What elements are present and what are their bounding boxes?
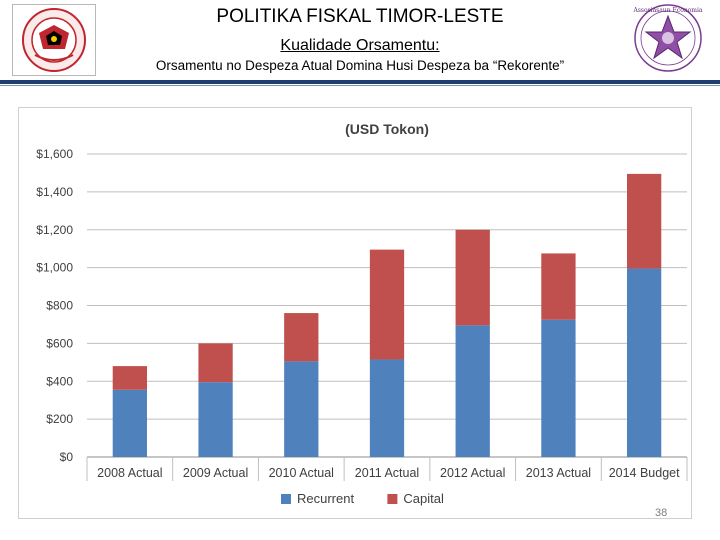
y-tick-label: $1,200	[36, 223, 73, 237]
bar-capital	[369, 249, 405, 360]
y-tick-label: $1,000	[36, 261, 73, 275]
x-tick-label: 2012 Actual	[440, 466, 505, 480]
header-divider-thin	[0, 85, 720, 86]
emblem-lettering: Assosiasaun Economia	[633, 7, 703, 14]
bar-recurrent	[284, 361, 319, 457]
bar-recurrent	[198, 382, 233, 457]
page-subtitle: Kualidade Orsamentu:	[280, 37, 440, 54]
association-emblem-logo: Assosiasaun Economia	[632, 2, 704, 74]
y-tick-label: $0	[60, 450, 74, 464]
bar-recurrent	[369, 359, 405, 457]
header-divider	[0, 80, 720, 84]
chart-frame: (USD Tokon) $0 $200 $400 $600 $800 $1,000 $1,20…	[18, 107, 692, 519]
bar-recurrent	[541, 319, 576, 457]
y-tick-label: $200	[46, 412, 73, 426]
page-number: 38	[655, 507, 668, 519]
bar-capital	[198, 343, 233, 383]
bar-recurrent	[627, 268, 662, 457]
bar-recurrent	[455, 325, 490, 457]
bar-capital	[112, 366, 147, 390]
bar-recurrent	[112, 389, 147, 457]
y-tick-label: $800	[46, 299, 73, 313]
government-seal-logo	[12, 4, 96, 76]
x-tick-label: 2014 Budget	[609, 466, 680, 480]
bar-capital	[455, 229, 490, 326]
x-tick-label: 2009 Actual	[183, 466, 248, 480]
legend-swatch-capital	[387, 494, 398, 504]
legend-label-recurrent: Recurrent	[297, 491, 354, 506]
chart-title: (USD Tokon)	[345, 121, 429, 137]
legend-label-capital: Capital	[403, 491, 444, 506]
legend-swatch-recurrent	[281, 494, 291, 504]
y-tick-label: $400	[46, 374, 73, 388]
bar-capital	[627, 173, 662, 269]
x-tick-label: 2008 Actual	[97, 466, 162, 480]
bar-capital	[284, 313, 319, 362]
x-tick-label: 2010 Actual	[269, 466, 334, 480]
x-tick-label: 2011 Actual	[355, 466, 419, 480]
y-tick-label: $1,400	[36, 185, 73, 199]
page-title: POLITIKA FISKAL TIMOR-LESTE	[216, 6, 504, 27]
y-tick-label: $1,600	[36, 147, 73, 161]
stacked-bar-chart: (USD Tokon) $0 $200 $400 $600 $800 $1,000 $1,20…	[36, 121, 688, 506]
y-tick-label: $600	[46, 336, 73, 350]
x-tick-label: 2013 Actual	[526, 466, 591, 480]
page-subheading: Orsamentu no Despeza Atual Domina Husi D…	[155, 58, 565, 73]
bar-capital	[541, 253, 576, 320]
